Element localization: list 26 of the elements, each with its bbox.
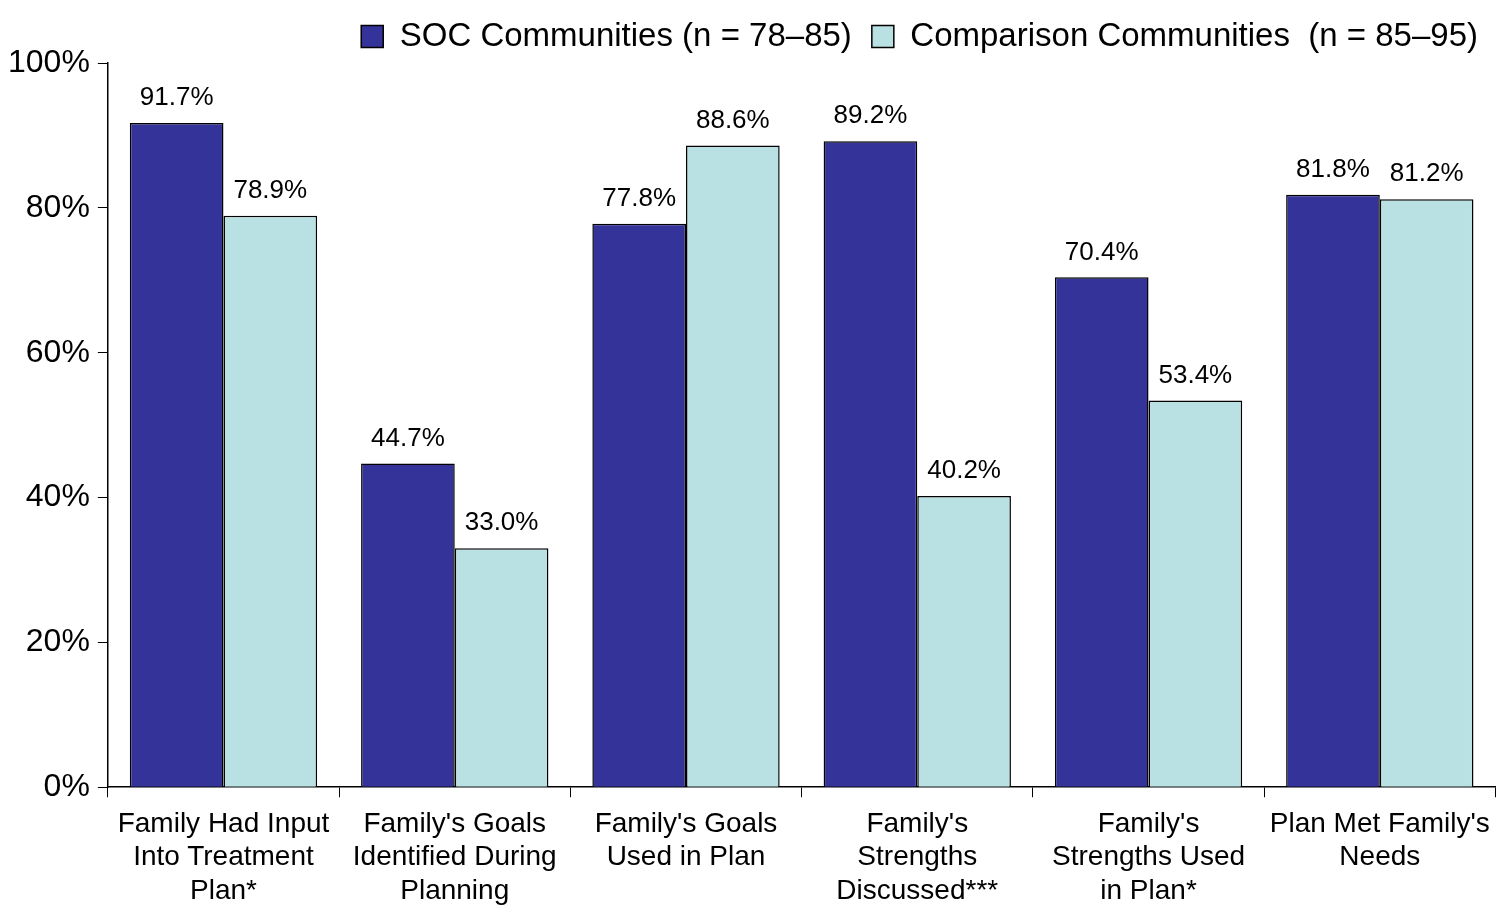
legend-label: SOC Communities (n = 78–85) — [399, 15, 852, 53]
x-tick-label: Family's Strengths Used in Plan* — [1052, 806, 1246, 905]
x-tick-label: Plan Met Family's Needs — [1269, 806, 1490, 872]
legend-label: Comparison Communities (n = 85–95) — [910, 15, 1478, 53]
y-tick-label: 20% — [25, 622, 90, 659]
data-label: 88.6% — [695, 103, 770, 134]
x-tick-label: Family's Goals Identified During Planning — [352, 806, 557, 905]
data-label: 78.9% — [233, 173, 308, 204]
x-tick-label: Family Had Input Into Treatment Plan* — [117, 806, 330, 905]
data-label: 53.4% — [1158, 358, 1233, 389]
y-tick-label: 80% — [25, 187, 90, 224]
y-tick-label: 40% — [25, 477, 90, 514]
data-label: 40.2% — [927, 454, 1001, 485]
y-tick-label: 0% — [43, 767, 90, 804]
data-label: 44.7% — [371, 421, 445, 452]
data-label: 91.7% — [139, 81, 214, 112]
data-label: 81.8% — [1296, 152, 1370, 183]
data-label: 77.8% — [602, 181, 677, 212]
data-label: 89.2% — [833, 99, 908, 130]
data-label: 81.2% — [1389, 157, 1464, 188]
data-label: 70.4% — [1064, 235, 1139, 266]
data-label: 33.0% — [464, 506, 539, 537]
x-tick-label: Family's Strengths Discussed*** — [836, 806, 999, 905]
y-tick-label: 100% — [8, 42, 90, 79]
y-tick-label: 60% — [25, 332, 90, 369]
x-tick-label: Family's Goals Used in Plan — [594, 806, 778, 872]
